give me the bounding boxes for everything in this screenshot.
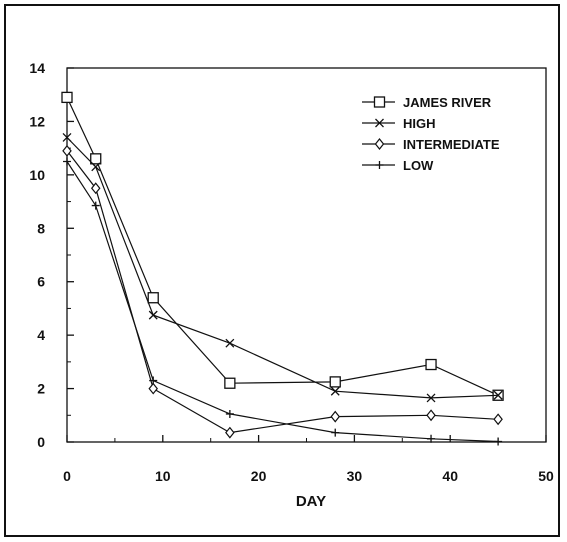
legend-item-james-river: JAMES RIVER	[362, 95, 492, 110]
diamond-marker	[90, 182, 101, 195]
y-tick-label: 8	[37, 220, 45, 236]
x-marker	[426, 393, 436, 403]
square-marker	[224, 377, 236, 389]
x-marker	[225, 338, 235, 348]
square-marker	[147, 292, 159, 304]
square-marker	[329, 376, 341, 388]
series-intermediate	[62, 144, 503, 439]
plus-marker	[91, 201, 100, 210]
diamond-marker	[225, 426, 235, 439]
y-tick-label: 4	[37, 327, 45, 343]
x-marker	[91, 162, 101, 172]
series-line-intermediate	[66, 150, 499, 434]
x-marker	[375, 118, 384, 128]
legend-label: INTERMEDIATE	[403, 137, 500, 152]
x-marker	[62, 132, 72, 142]
legend-item-intermediate: INTERMEDIATE	[362, 137, 500, 152]
x-tick-label: 50	[538, 468, 554, 484]
square-marker	[61, 91, 73, 104]
legend-label: JAMES RIVER	[403, 95, 492, 110]
x-marker	[148, 310, 158, 320]
plus-marker	[149, 376, 158, 385]
x-axis-label: DAY	[296, 493, 326, 510]
x-tick-label: 10	[155, 468, 171, 484]
plus-marker	[225, 409, 234, 418]
diamond-marker	[62, 144, 72, 157]
series-line-high	[66, 137, 499, 399]
x-marker	[493, 390, 503, 400]
square-marker	[425, 358, 437, 371]
legend-item-high: HIGH	[362, 116, 436, 131]
plus-marker	[375, 161, 384, 169]
diamond-marker	[426, 409, 436, 422]
series-high	[62, 132, 503, 403]
plus-marker	[63, 157, 71, 166]
y-tick-label: 0	[37, 434, 45, 450]
x-tick-label: 0	[63, 468, 71, 484]
plus-marker	[494, 437, 503, 446]
y-tick-label: 6	[37, 274, 45, 290]
x-marker	[330, 386, 340, 396]
plot-area-border	[66, 67, 547, 443]
diamond-marker	[330, 410, 341, 423]
y-tick-label: 12	[29, 113, 45, 129]
legend-label: HIGH	[403, 116, 436, 131]
x-tick-label: 20	[251, 468, 267, 484]
x-tick-label: 40	[442, 468, 458, 484]
plus-marker	[331, 428, 340, 437]
plus-marker	[427, 434, 436, 443]
diamond-marker	[493, 413, 503, 426]
series-low	[63, 157, 503, 446]
x-tick-label: 30	[347, 468, 363, 484]
diamond-marker	[374, 138, 385, 150]
legend-label: LOW	[403, 158, 434, 173]
figure-frame	[4, 4, 560, 537]
diamond-marker	[148, 382, 158, 395]
y-tick-label: 10	[29, 167, 45, 183]
square-marker	[373, 96, 386, 108]
y-tick-label: 14	[29, 60, 45, 76]
legend-item-low: LOW	[362, 158, 434, 173]
y-tick-label: 2	[37, 381, 45, 397]
square-marker	[90, 153, 102, 165]
